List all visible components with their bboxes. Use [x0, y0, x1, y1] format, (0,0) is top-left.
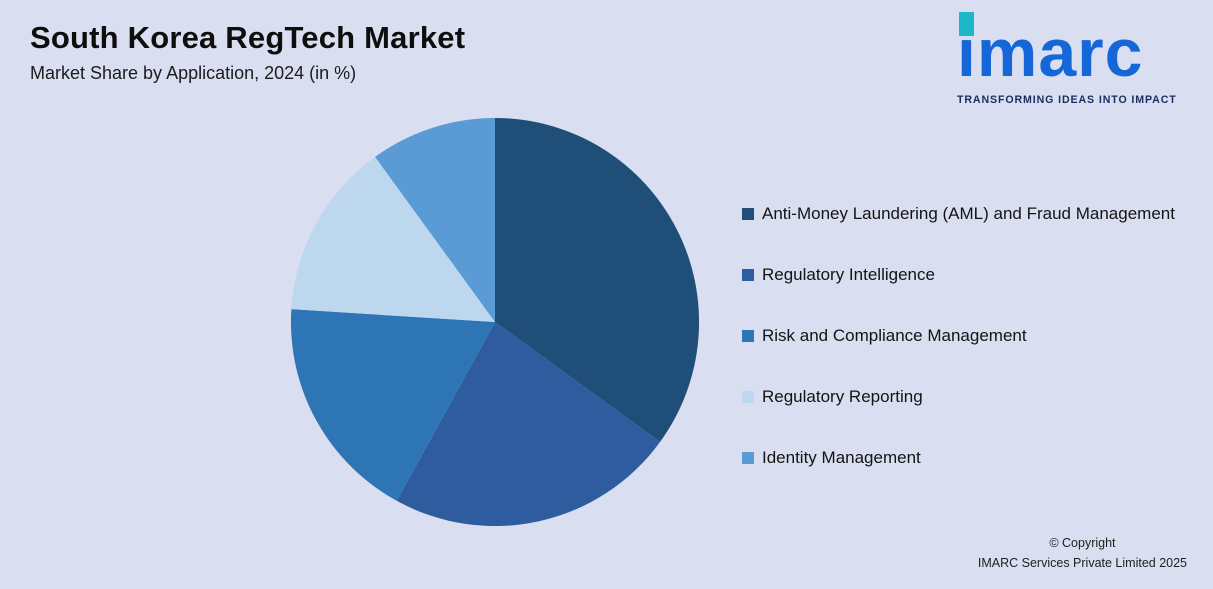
legend-swatch-icon [742, 391, 754, 403]
page-title: South Korea RegTech Market [30, 20, 466, 55]
imarc-logo: imarc TRANSFORMING IDEAS INTO IMPACT [957, 12, 1195, 107]
legend-swatch-icon [742, 208, 754, 220]
pie-slice-3 [291, 156, 495, 322]
copyright-line1: © Copyright [1049, 536, 1116, 551]
legend-swatch-icon [742, 330, 754, 342]
copyright-notice: © Copyright IMARC Services Private Limit… [978, 534, 1187, 573]
imarc-logo-teal-mark-icon [959, 12, 974, 36]
copyright-line2: IMARC Services Private Limited 2025 [977, 555, 1187, 570]
pie-chart-area [288, 115, 702, 529]
legend-swatch-icon [742, 452, 754, 464]
pie-slice-1 [396, 322, 661, 527]
legend-item: Regulatory Intelligence [742, 265, 1175, 285]
legend-item: Anti-Money Laundering (AML) and Fraud Ma… [742, 204, 1175, 224]
pie-chart [290, 117, 700, 527]
pie-slice-4 [375, 117, 495, 322]
legend-label: Regulatory Reporting [762, 387, 923, 406]
legend: Anti-Money Laundering (AML) and Fraud Ma… [742, 204, 1175, 468]
page-subtitle: Market Share by Application, 2024 (in %) [30, 63, 357, 83]
pie-slice-2 [290, 309, 495, 501]
imarc-logo-tagline: TRANSFORMING IDEAS INTO IMPACT [957, 94, 1177, 107]
legend-label: Regulatory Intelligence [762, 265, 935, 284]
legend-item: Identity Management [742, 448, 1175, 468]
imarc-logo-wordmark: imarc [957, 12, 1144, 92]
legend-swatch-icon [742, 269, 754, 281]
legend-label: Identity Management [762, 448, 921, 467]
pie-slice-0 [495, 117, 700, 442]
legend-label: Risk and Compliance Management [762, 326, 1027, 345]
legend-item: Regulatory Reporting [742, 387, 1175, 407]
legend-label: Anti-Money Laundering (AML) and Fraud Ma… [762, 204, 1175, 223]
legend-item: Risk and Compliance Management [742, 326, 1175, 346]
imarc-logo-text: imarc [957, 15, 1144, 91]
